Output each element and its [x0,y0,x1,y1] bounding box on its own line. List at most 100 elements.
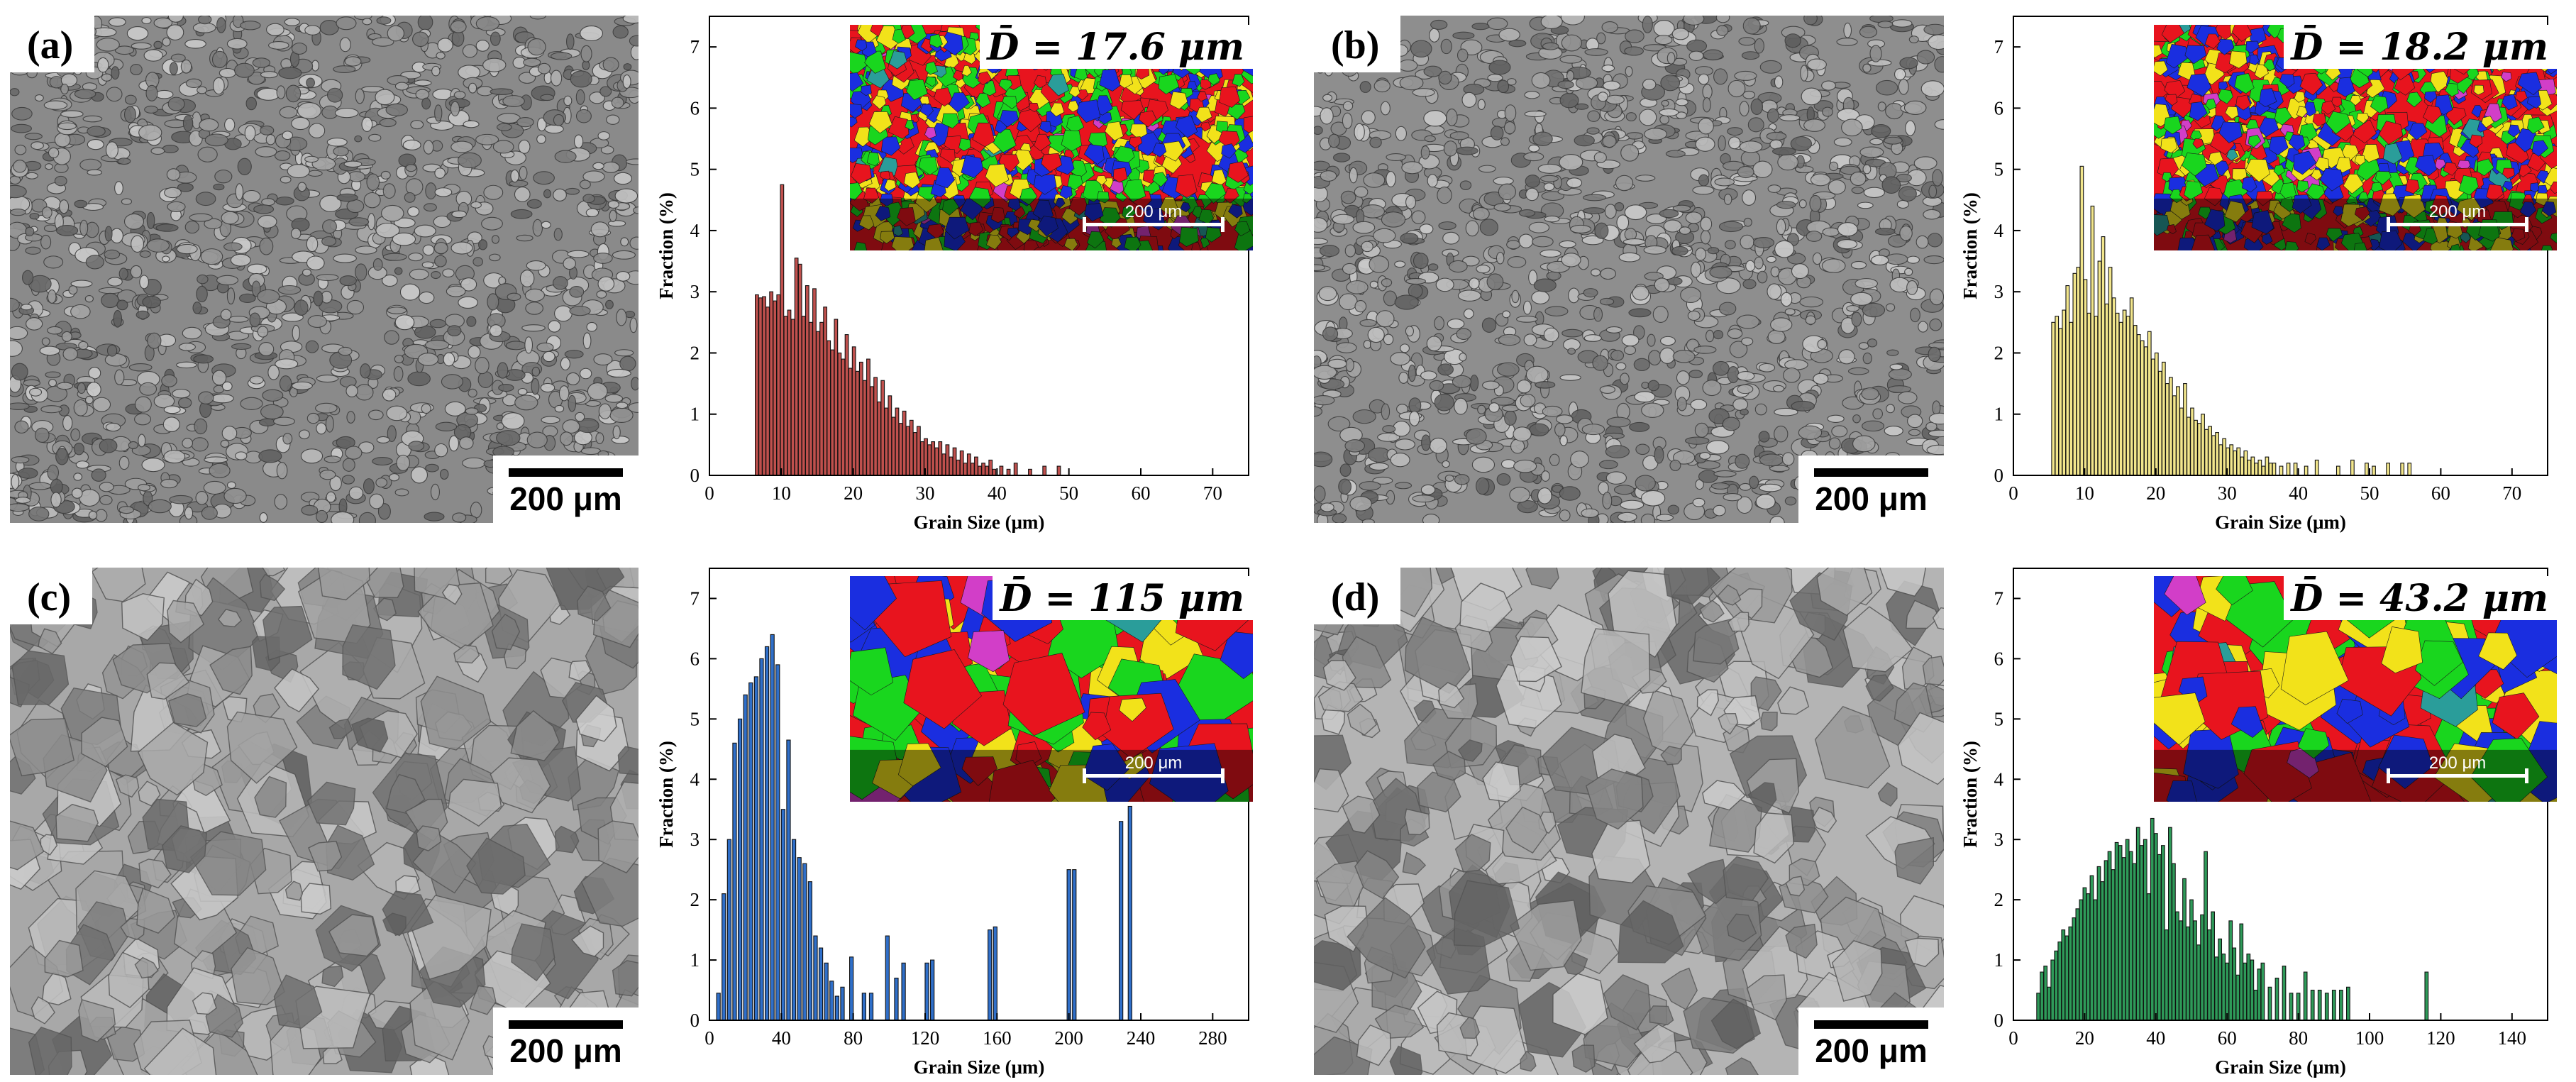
histogram-bar [2236,447,2241,476]
histogram-bar [848,368,853,476]
histogram-bar [993,926,997,1021]
histogram-bar [931,441,936,476]
histogram-bar [2250,456,2255,476]
histogram-bar [797,263,802,476]
x-tick-label: 50 [2360,482,2379,504]
histogram-bar [764,646,770,1021]
histogram-bar [2424,971,2429,1021]
histogram-bar [1042,465,1047,476]
histogram-bar [2065,285,2070,476]
histogram-bar [807,881,812,1021]
y-axis-title: Fraction (%) [656,741,677,848]
histogram-bar [2096,866,2101,1021]
histogram-bar [2193,920,2197,1021]
histogram-d: 0 20 40 60 80 100 120 140 0 1 2 3 4 5 6 7 Grain Size (μm… [1959,568,2548,1078]
y-tick-label: 1 [690,404,700,425]
y-tick-label: 6 [690,648,700,669]
histogram-bar [2164,929,2169,1021]
y-tick-label: 5 [690,159,700,180]
histogram-bar [776,294,781,476]
histogram-bar [2068,926,2073,1021]
histogram-bar [949,456,953,476]
x-tick-label: 100 [2355,1027,2384,1049]
histogram-bar [2200,914,2204,1021]
histogram-bar [2075,908,2080,1021]
histogram-bar [2208,426,2212,476]
histogram-bar [2114,841,2119,1021]
x-tick-label: 140 [2498,1027,2527,1049]
histogram-bar [2179,407,2184,476]
x-tick-label: 0 [2008,482,2018,504]
histogram-bar [2160,845,2165,1021]
histogram-bar [2289,993,2294,1021]
histogram-bar [2314,459,2319,476]
histogram-bar [2100,881,2105,1021]
histogram-bar [2154,352,2159,476]
histogram-bar [2058,328,2063,476]
histogram-bar [873,377,878,476]
histogram-bar [716,993,721,1021]
histogram-bar [834,319,839,476]
histogram-bar [2386,463,2390,476]
x-axis-title: Grain Size (μm) [2215,1056,2346,1078]
histogram-bar [2036,993,2041,1021]
histogram-bar [2107,851,2112,1021]
x-axis-title: Grain Size (μm) [914,512,1045,533]
histogram-bar [978,465,982,476]
histogram-bar [866,358,870,476]
scale-bar-b: 200 μm [1798,456,1944,523]
histogram-bar [2222,438,2227,476]
histogram-bar [880,380,885,476]
y-tick-label: 4 [690,220,700,241]
histogram-bar [834,995,839,1021]
ebsd-inset-a: D̄ = 17.6 μm 200 μm [850,25,1253,250]
histogram-bar [999,465,1004,476]
y-tick-label: 2 [690,342,700,363]
histogram-bar [837,352,842,476]
histogram-bar [877,401,882,476]
histogram-bar [2147,331,2152,476]
y-tick-label: 0 [1994,465,2004,486]
histogram-bar [2132,863,2137,1021]
histogram-bar [2139,845,2144,1021]
histogram-bar [2204,429,2209,476]
histogram-bar [2143,839,2147,1021]
histogram-bar [2286,463,2291,476]
histogram-bar [780,809,785,1021]
histogram-bar [819,321,824,476]
x-tick-label: 40 [2289,482,2308,504]
y-tick-label: 7 [690,36,700,57]
histogram-bar [985,465,990,476]
histogram-bar [2257,459,2262,476]
histogram-bar [2331,989,2336,1021]
histogram-bar [2055,316,2060,476]
histogram-bar [2140,340,2145,476]
y-tick-label: 7 [690,587,700,609]
histogram-bar [2043,966,2048,1021]
x-tick-label: 20 [844,482,863,504]
histogram-bar [2079,165,2084,476]
histogram-bar [963,463,968,476]
histogram-bar [909,419,914,476]
histogram-bar [1072,869,1077,1021]
histogram-bar [2172,395,2177,476]
histogram-bar [862,380,867,476]
inset-scale-a: 200 μm [1083,204,1225,232]
histogram-bar [2135,827,2140,1021]
histogram-bar [790,319,795,476]
histogram-bar [2228,920,2233,1021]
y-tick-label: 0 [690,465,700,486]
micrograph-b: (b) 200 μm [1314,16,1944,523]
histogram-a: 0 10 20 30 40 50 60 70 0 1 2 3 4 5 6 7 Grain Size (μm) Fr… [656,16,1249,533]
histogram-bar [813,935,818,1021]
x-tick-label: 60 [2431,482,2450,504]
histogram-bar [902,410,907,476]
histogram-bar [830,349,835,476]
histogram-bar [827,340,831,476]
histogram-bar [770,634,775,1021]
histogram-bar [1127,805,1132,1021]
histogram-bar [2146,893,2151,1021]
histogram-bar [753,676,758,1021]
histogram-bar [2235,974,2240,1021]
histogram-bar [2054,950,2059,1021]
